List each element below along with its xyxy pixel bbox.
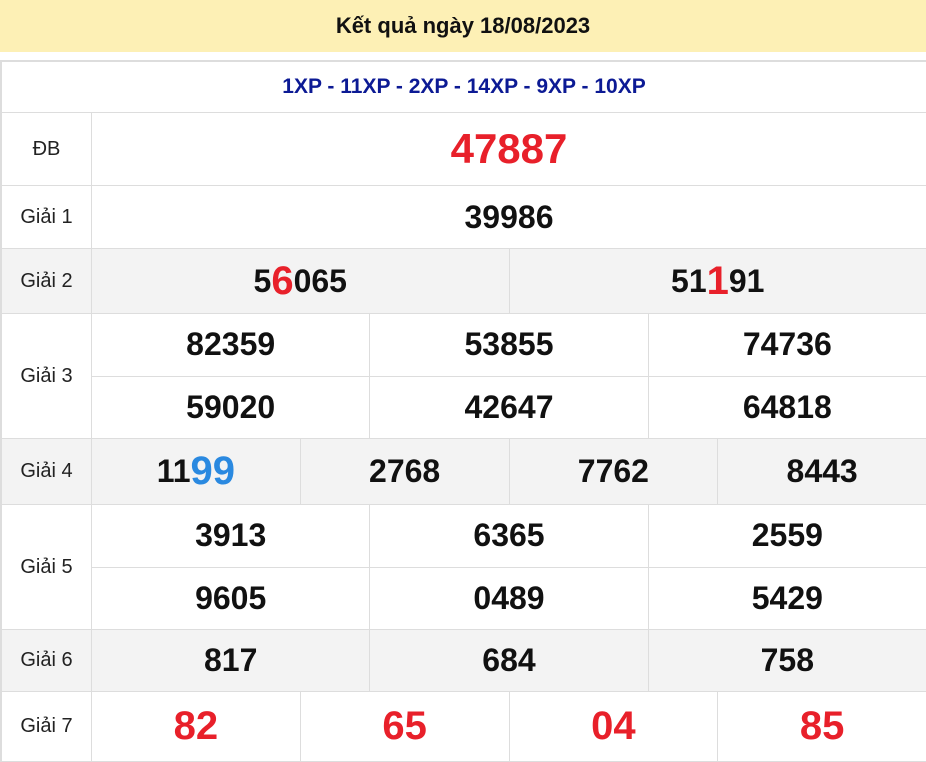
number-digits: 85: [800, 704, 845, 749]
prize-number: 53855: [369, 314, 647, 376]
number-digits: 684: [482, 642, 535, 679]
prize-number: 85: [717, 692, 926, 761]
number-digits: 0489: [473, 580, 544, 617]
prize-number: 64818: [648, 377, 926, 439]
prize-number: 9605: [92, 568, 369, 630]
prize-label: Giải 6: [2, 630, 92, 691]
highlighted-digits: 6: [271, 259, 293, 304]
number-digits: 758: [761, 642, 814, 679]
prize-row: Giải 5 3913 6365 2559 9605 0489 5429: [2, 505, 926, 630]
highlighted-digits: 99: [191, 449, 236, 494]
prize-number: 04: [509, 692, 718, 761]
prize-row: ĐB 47887: [2, 113, 926, 186]
prize-label: Giải 3: [2, 314, 92, 438]
prize-row: Giải 3 82359 53855 74736 59020 42647 64818: [2, 314, 926, 439]
prize-row: Giải 7 82 65 04 85: [2, 692, 926, 762]
number-digits: 64818: [743, 389, 832, 426]
prize-number: 2768: [300, 439, 509, 504]
prize-number: 82: [92, 692, 300, 761]
prize-number: 0489: [369, 568, 647, 630]
prize-number: 758: [648, 630, 926, 691]
number-digits: 817: [204, 642, 257, 679]
prize-number: 42647: [369, 377, 647, 439]
number-digits: 65: [382, 704, 427, 749]
results-table: 1XP - 11XP - 2XP - 14XP - 9XP - 10XP ĐB 4…: [0, 60, 926, 762]
number-digits: 82359: [186, 326, 275, 363]
prize-number: 3913: [92, 505, 369, 567]
prize-label: Giải 1: [2, 186, 92, 248]
number-digits: 2768: [369, 453, 440, 490]
province-codes: 1XP - 11XP - 2XP - 14XP - 9XP - 10XP: [2, 62, 926, 113]
number-digits: 11: [157, 453, 191, 490]
prize-label: Giải 4: [2, 439, 92, 504]
number-digits: 91: [729, 263, 765, 300]
prize-number: 684: [369, 630, 647, 691]
prize-number: 47887: [92, 113, 926, 185]
prize-number: 74736: [648, 314, 926, 376]
prize-row: Giải 6 817 684 758: [2, 630, 926, 692]
highlighted-digits: 1: [707, 259, 729, 304]
number-digits: 39986: [465, 199, 554, 236]
prize-number: 39986: [92, 186, 926, 248]
number-digits: 065: [294, 263, 347, 300]
number-digits: 74736: [743, 326, 832, 363]
number-digits: 2559: [752, 517, 823, 554]
prize-label: ĐB: [2, 113, 92, 185]
prize-label: Giải 5: [2, 505, 92, 629]
number-digits: 3913: [195, 517, 266, 554]
number-digits: 42647: [465, 389, 554, 426]
number-digits: 8443: [787, 453, 858, 490]
number-digits: 5429: [752, 580, 823, 617]
number-digits: 59020: [186, 389, 275, 426]
number-digits: 7762: [578, 453, 649, 490]
number-digits: 5: [254, 263, 272, 300]
number-digits: 51: [671, 263, 707, 300]
prize-label: Giải 7: [2, 692, 92, 761]
number-digits: 47887: [451, 125, 568, 173]
prize-number: 8443: [717, 439, 926, 504]
number-digits: 04: [591, 704, 636, 749]
prize-label: Giải 2: [2, 249, 92, 313]
prize-number: 82359: [92, 314, 369, 376]
prize-number: 2559: [648, 505, 926, 567]
prize-number: 7762: [509, 439, 718, 504]
prize-row: Giải 1 39986: [2, 186, 926, 249]
number-digits: 82: [174, 704, 219, 749]
prize-number: 817: [92, 630, 369, 691]
prize-number: 59020: [92, 377, 369, 439]
prize-number: 6365: [369, 505, 647, 567]
prize-number: 5429: [648, 568, 926, 630]
prize-number: 65: [300, 692, 509, 761]
results-title: Kết quả ngày 18/08/2023: [0, 0, 926, 52]
number-digits: 9605: [195, 580, 266, 617]
number-digits: 6365: [473, 517, 544, 554]
number-digits: 53855: [465, 326, 554, 363]
